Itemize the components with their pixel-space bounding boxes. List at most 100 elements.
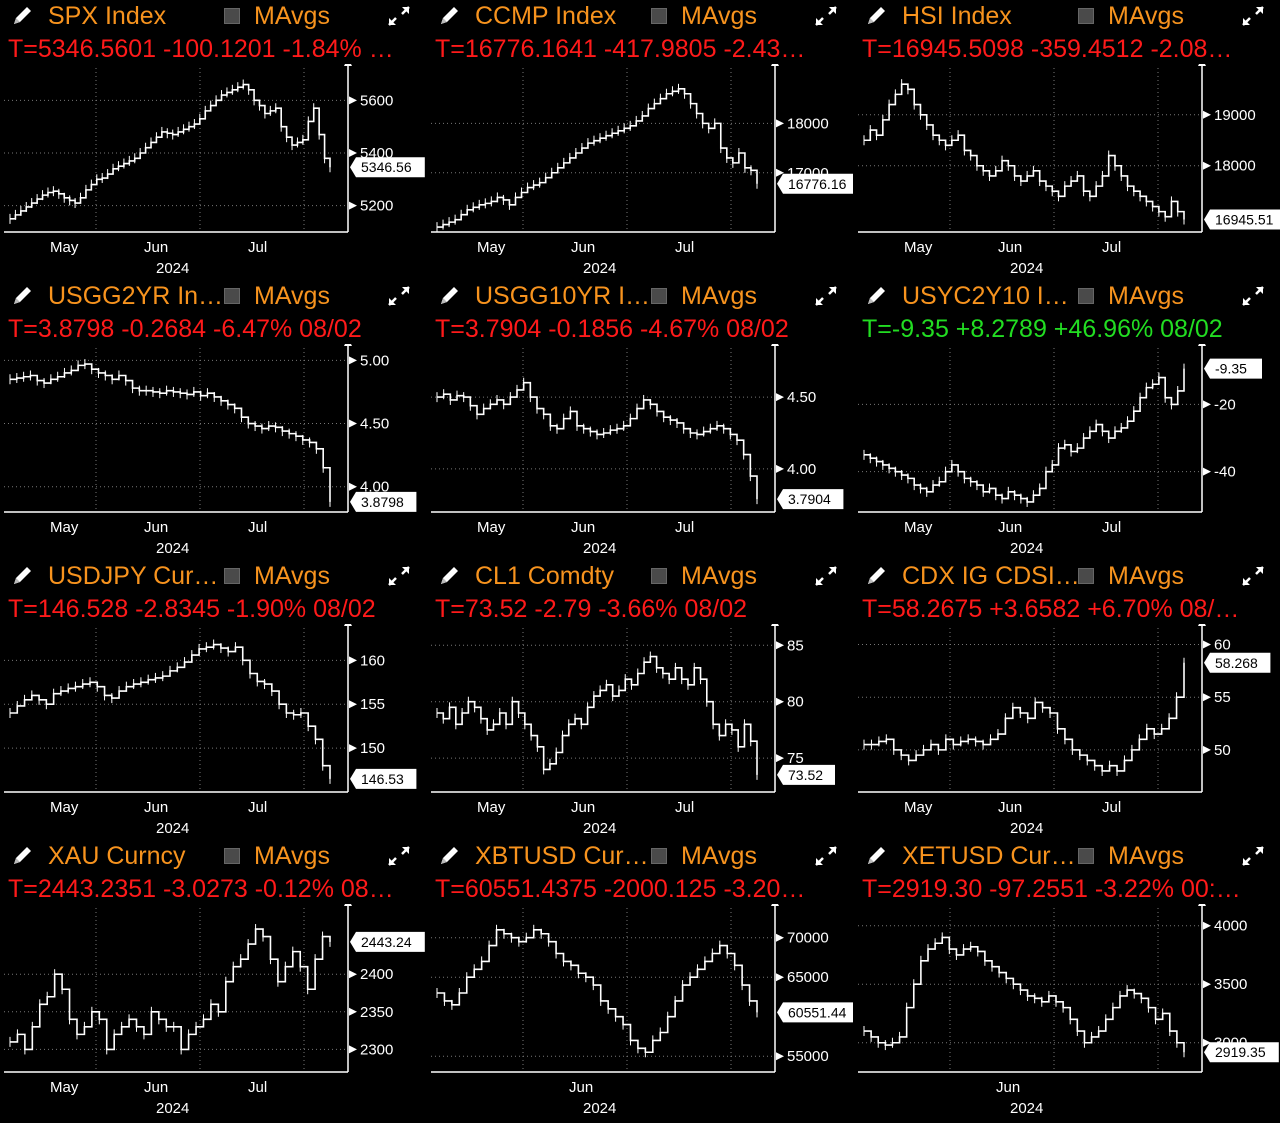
checkbox-icon[interactable]: [1078, 848, 1094, 864]
pencil-icon[interactable]: [864, 844, 890, 868]
price-line: [10, 643, 331, 779]
price-stat: T=16776.1641 -417.9805 -2.43…: [435, 35, 806, 63]
mavgs-label[interactable]: MAvgs: [254, 2, 330, 30]
checkbox-icon[interactable]: [224, 8, 240, 24]
price-chart: 2400 2350 2300 2443.24 May Jun Jul 2024: [4, 904, 425, 1117]
mavgs-label[interactable]: MAvgs: [254, 282, 330, 310]
checkbox-icon[interactable]: [1078, 288, 1094, 304]
y-tick-label: 4.50: [360, 416, 389, 433]
mavgs-label[interactable]: MAvgs: [1108, 842, 1184, 870]
expand-icon[interactable]: [813, 844, 839, 868]
last-value-box: [777, 489, 844, 510]
expand-icon[interactable]: [386, 844, 412, 868]
mavgs-label[interactable]: MAvgs: [681, 842, 757, 870]
mavgs-label[interactable]: MAvgs: [1108, 282, 1184, 310]
pencil-icon[interactable]: [864, 284, 890, 308]
panel-header: XETUSD Cur… MAvgs: [854, 840, 1280, 872]
mavgs-label[interactable]: MAvgs: [681, 282, 757, 310]
panel-header: CCMP Index MAvgs: [427, 0, 853, 32]
expand-icon[interactable]: [813, 284, 839, 308]
checkbox-icon[interactable]: [224, 568, 240, 584]
y-tick-label: 55000: [787, 1048, 829, 1065]
ticker-label[interactable]: SPX Index: [48, 2, 167, 30]
expand-icon[interactable]: [813, 564, 839, 588]
mavgs-label[interactable]: MAvgs: [254, 562, 330, 590]
ticker-label[interactable]: USGG2YR In…: [48, 282, 224, 310]
mavgs-label[interactable]: MAvgs: [1108, 562, 1184, 590]
x-month-label: May: [477, 519, 506, 536]
ticker-label[interactable]: USDJPY Cur…: [48, 562, 219, 590]
checkbox-icon[interactable]: [651, 288, 667, 304]
x-month-label: Jul: [248, 799, 267, 816]
x-year-label: 2024: [1010, 820, 1043, 837]
y-tick-label: 4.50: [787, 389, 816, 406]
x-year-label: 2024: [583, 820, 616, 837]
price-line: [437, 655, 758, 775]
pencil-icon[interactable]: [10, 564, 36, 588]
ticker-label[interactable]: CDX IG CDSI…: [902, 562, 1080, 590]
y-tick-label: 18000: [1214, 158, 1256, 175]
x-year-label: 2024: [1010, 1100, 1043, 1117]
checkbox-icon[interactable]: [224, 848, 240, 864]
pencil-icon[interactable]: [10, 4, 36, 28]
tick-arrow: [1203, 980, 1211, 989]
price-stat: T=3.7904 -0.1856 -4.67% 08/02: [435, 315, 789, 343]
expand-icon[interactable]: [1240, 564, 1266, 588]
pencil-icon[interactable]: [10, 284, 36, 308]
expand-icon[interactable]: [1240, 844, 1266, 868]
tick-arrow: [349, 656, 357, 665]
ticker-label[interactable]: USYC2Y10 I…: [902, 282, 1069, 310]
pencil-icon[interactable]: [437, 284, 463, 308]
x-month-label: May: [477, 239, 506, 256]
ticker-label[interactable]: XAU Curncy: [48, 842, 186, 870]
pencil-icon[interactable]: [864, 4, 890, 28]
expand-icon[interactable]: [1240, 4, 1266, 28]
checkbox-icon[interactable]: [651, 848, 667, 864]
ticker-label[interactable]: HSI Index: [902, 2, 1012, 30]
pencil-icon[interactable]: [437, 4, 463, 28]
ticker-label[interactable]: XETUSD Cur…: [902, 842, 1076, 870]
expand-icon[interactable]: [386, 564, 412, 588]
last-value-box: [350, 157, 425, 178]
last-value-box: [350, 491, 417, 512]
expand-icon[interactable]: [386, 4, 412, 28]
pencil-icon[interactable]: [864, 564, 890, 588]
y-tick-label: 2350: [360, 1004, 393, 1021]
expand-icon[interactable]: [813, 4, 839, 28]
tick-arrow: [1203, 640, 1211, 649]
checkbox-icon[interactable]: [1078, 568, 1094, 584]
ticker-label[interactable]: USGG10YR I…: [475, 282, 651, 310]
checkbox-icon[interactable]: [651, 8, 667, 24]
axis-arrow: [1198, 64, 1206, 66]
last-value-box: [350, 931, 425, 952]
mavgs-label[interactable]: MAvgs: [681, 2, 757, 30]
expand-icon[interactable]: [386, 284, 412, 308]
chart-panel: USDJPY Cur… MAvgs T=146.528 -2.8345 -1.9…: [0, 560, 426, 840]
panel-header: USGG2YR In… MAvgs: [0, 280, 426, 312]
x-month-label: Jun: [998, 239, 1022, 256]
checkbox-icon[interactable]: [651, 568, 667, 584]
axis-arrow: [344, 904, 352, 906]
mavgs-label[interactable]: MAvgs: [681, 562, 757, 590]
y-tick-label: 4.00: [787, 461, 816, 478]
pencil-icon[interactable]: [437, 844, 463, 868]
x-month-label: May: [50, 519, 79, 536]
x-month-label: Jun: [144, 239, 168, 256]
chart-panel: HSI Index MAvgs T=16945.5098 -359.4512 -…: [854, 0, 1280, 280]
expand-icon[interactable]: [1240, 284, 1266, 308]
panel-header: USDJPY Cur… MAvgs: [0, 560, 426, 592]
pencil-icon[interactable]: [10, 844, 36, 868]
mavgs-label[interactable]: MAvgs: [254, 842, 330, 870]
ticker-label[interactable]: CL1 Comdty: [475, 562, 614, 590]
ticker-label[interactable]: CCMP Index: [475, 2, 617, 30]
pencil-icon[interactable]: [437, 564, 463, 588]
y-tick-label: 160: [360, 652, 385, 669]
ticker-label[interactable]: XBTUSD Cur…: [475, 842, 649, 870]
checkbox-icon[interactable]: [224, 288, 240, 304]
axis-arrow: [344, 344, 352, 346]
mavgs-label[interactable]: MAvgs: [1108, 2, 1184, 30]
x-month-label: May: [904, 239, 933, 256]
checkbox-icon[interactable]: [1078, 8, 1094, 24]
